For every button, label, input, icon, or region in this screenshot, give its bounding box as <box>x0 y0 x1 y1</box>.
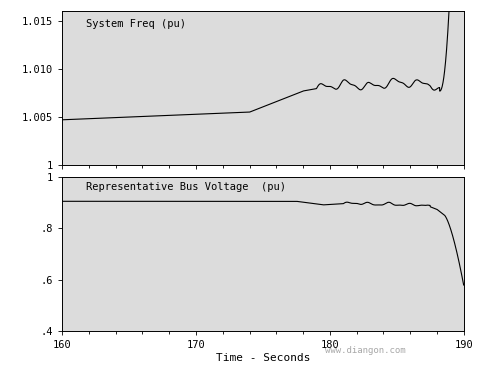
Text: www.diangon.com: www.diangon.com <box>325 346 406 355</box>
Text: Representative Bus Voltage  (pu): Representative Bus Voltage (pu) <box>86 182 286 192</box>
Text: System Freq (pu): System Freq (pu) <box>86 19 186 29</box>
X-axis label: Time - Seconds: Time - Seconds <box>216 353 310 363</box>
